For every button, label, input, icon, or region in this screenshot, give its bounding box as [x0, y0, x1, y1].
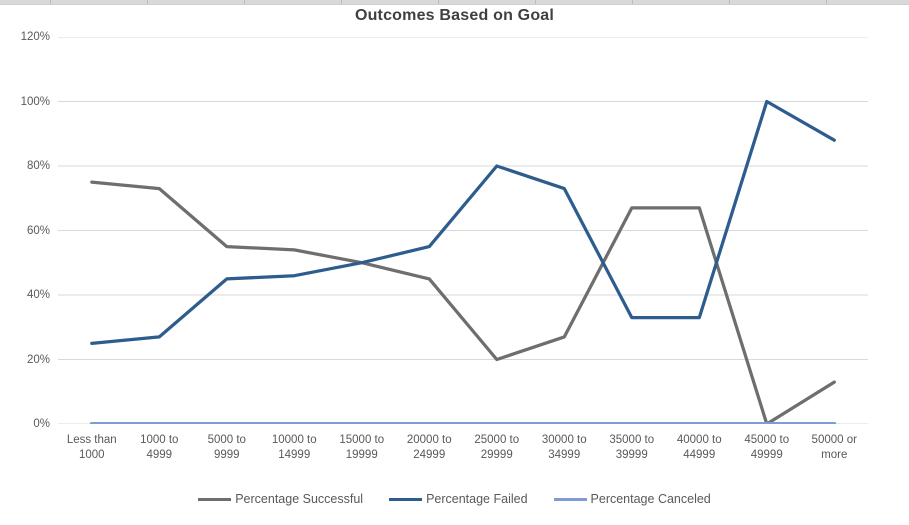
x-axis-tick-label: 20000 to 24999	[406, 434, 452, 461]
legend-item: Percentage Successful	[198, 492, 363, 506]
x-axis-tick-label: 30000 to 34999	[541, 434, 587, 461]
legend: Percentage Successful Percentage Failed Pe…	[0, 492, 909, 506]
y-axis: 0% 20% 40% 60% 80% 100% 120%	[0, 31, 50, 430]
x-axis-tick-label: 25000 to 29999	[474, 434, 520, 461]
column-separator	[341, 0, 342, 4]
legend-item: Percentage Canceled	[553, 492, 711, 506]
legend-line-swatch	[198, 497, 232, 501]
column-separator	[535, 0, 536, 4]
plot-area	[58, 36, 868, 426]
series-line-percentage-successful	[90, 180, 836, 426]
x-axis-tick-label: 10000 to 14999	[271, 434, 317, 461]
legend-line-swatch	[389, 497, 423, 501]
x-axis-tick-label: 40000 to 44999	[676, 434, 722, 461]
column-separator	[244, 0, 245, 4]
column-separator	[632, 0, 633, 4]
line-chart	[58, 36, 868, 426]
y-axis-tick-label: 20%	[26, 353, 50, 366]
series-line-percentage-failed	[90, 99, 836, 346]
column-separator	[147, 0, 148, 4]
y-axis-tick-label: 80%	[26, 160, 50, 172]
legend-label: Percentage Successful	[235, 492, 364, 506]
x-axis-tick-label: 1000 to 4999	[140, 434, 179, 461]
y-axis-tick-label: 0%	[33, 418, 50, 430]
legend-label: Percentage Canceled	[590, 492, 711, 506]
legend-line-swatch	[553, 497, 587, 501]
y-axis-tick-label: 120%	[20, 31, 50, 43]
legend-item: Percentage Failed	[389, 492, 528, 506]
column-separator	[826, 0, 827, 4]
x-axis-tick-label: 15000 to 19999	[339, 434, 385, 461]
x-axis-tick-label: Less than 1000	[66, 434, 117, 461]
column-separator	[729, 0, 730, 4]
x-axis-tick-label: 45000 to 49999	[744, 434, 790, 461]
column-separator	[438, 0, 439, 4]
column-separator	[50, 0, 51, 4]
x-axis-tick-label: 50000 or more	[811, 434, 857, 461]
y-axis-tick-label: 100%	[20, 95, 50, 108]
x-axis: Less than 1000 1000 to 4999 5000 to 9999 10…	[58, 433, 868, 467]
x-axis-tick-label: 5000 to 9999	[207, 434, 246, 461]
x-axis-tick-label: 35000 to 39999	[609, 434, 655, 461]
spreadsheet-columns-edge	[0, 0, 909, 5]
y-axis-tick-label: 40%	[26, 289, 50, 301]
y-axis-tick-label: 60%	[26, 224, 50, 237]
chart-title: Outcomes Based on Goal	[354, 7, 555, 24]
legend-label: Percentage Failed	[426, 492, 528, 506]
